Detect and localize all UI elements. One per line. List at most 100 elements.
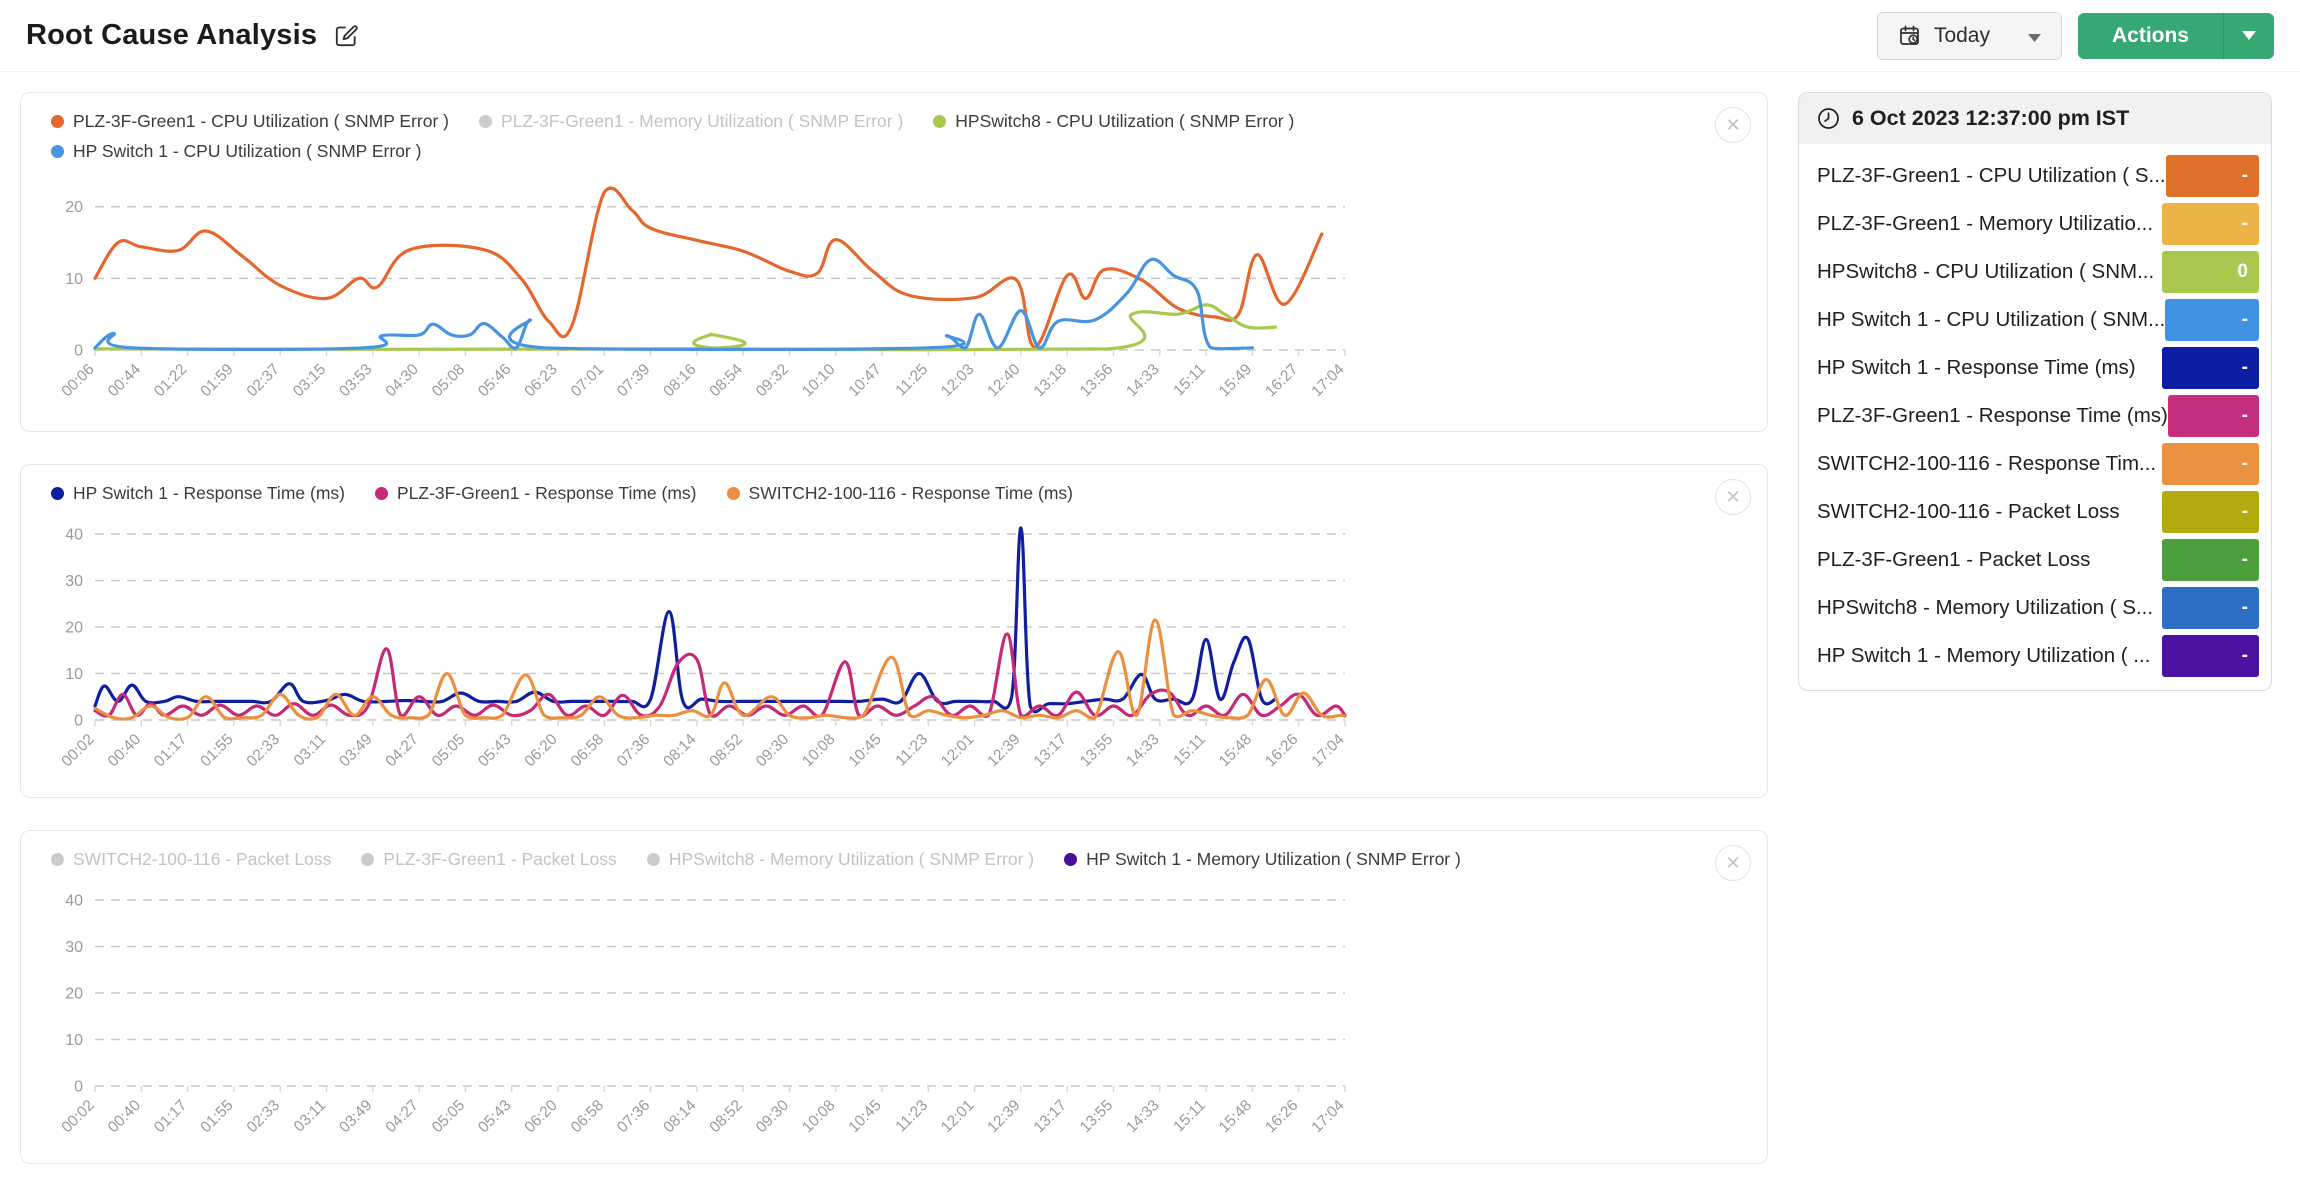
- chevron-down-icon: [2027, 24, 2041, 48]
- metric-value-badge: -: [2162, 491, 2259, 533]
- metric-row-label: SWITCH2-100-116 - Response Tim...: [1817, 452, 2157, 475]
- metric-value-badge: -: [2162, 635, 2259, 677]
- svg-text:20: 20: [65, 986, 83, 1003]
- chart-legend: SWITCH2-100-116 - Packet Loss PLZ-3F-Gree…: [51, 849, 1611, 870]
- svg-text:02:37: 02:37: [244, 361, 283, 400]
- svg-text:01:22: 01:22: [151, 361, 190, 400]
- actions-dropdown-caret[interactable]: [2223, 12, 2274, 59]
- charts-column: ✕ PLZ-3F-Green1 - CPU Utilization ( SNMP…: [20, 92, 1768, 1164]
- svg-text:10:10: 10:10: [799, 361, 839, 401]
- edit-title-icon[interactable]: [331, 21, 361, 51]
- main-content: ✕ PLZ-3F-Green1 - CPU Utilization ( SNMP…: [0, 72, 2300, 1164]
- svg-text:01:55: 01:55: [197, 731, 236, 770]
- svg-text:03:49: 03:49: [336, 731, 375, 770]
- metric-value-badge: -: [2165, 299, 2259, 341]
- svg-text:0: 0: [74, 713, 83, 730]
- svg-text:03:11: 03:11: [291, 1097, 330, 1136]
- legend-label: PLZ-3F-Green1 - CPU Utilization ( SNMP E…: [73, 111, 450, 131]
- svg-text:15:11: 15:11: [1170, 361, 1209, 400]
- metric-row[interactable]: HP Switch 1 - CPU Utilization ( SNM... -: [1817, 296, 2259, 344]
- metric-row[interactable]: HP Switch 1 - Memory Utilization ( ... -: [1817, 632, 2259, 680]
- time-range-label: Today: [1933, 23, 1990, 47]
- chart-svg-cpu-utilization[interactable]: 0 10 20 00:06 00:44 01:22 01:59 02:37 03:15 03:53…: [43, 168, 1373, 418]
- actions-button[interactable]: Actions: [2077, 12, 2274, 59]
- legend-item[interactable]: HP Switch 1 - Response Time (ms): [51, 483, 345, 504]
- page-title: Root Cause Analysis: [26, 19, 318, 51]
- legend-item[interactable]: HP Switch 1 - Memory Utilization ( SNMP …: [1064, 849, 1461, 870]
- svg-text:16:26: 16:26: [1262, 1097, 1301, 1136]
- legend-item[interactable]: HPSwitch8 - CPU Utilization ( SNMP Error…: [933, 111, 1294, 132]
- svg-text:07:39: 07:39: [614, 361, 653, 400]
- svg-text:10: 10: [65, 271, 83, 288]
- legend-item[interactable]: PLZ-3F-Green1 - Memory Utilization ( SNM…: [479, 111, 903, 132]
- svg-text:09:32: 09:32: [753, 361, 792, 400]
- svg-text:30: 30: [65, 573, 83, 590]
- svg-text:11:23: 11:23: [892, 1097, 931, 1136]
- svg-text:05:43: 05:43: [475, 1097, 514, 1136]
- legend-item[interactable]: SWITCH2-100-116 - Response Time (ms): [726, 483, 1073, 504]
- legend-item[interactable]: PLZ-3F-Green1 - Packet Loss: [361, 849, 617, 870]
- legend-item[interactable]: HPSwitch8 - Memory Utilization ( SNMP Er…: [646, 849, 1034, 870]
- svg-text:02:33: 02:33: [244, 731, 283, 770]
- chart-card-cpu-utilization: ✕ PLZ-3F-Green1 - CPU Utilization ( SNMP…: [20, 92, 1768, 432]
- metric-row[interactable]: SWITCH2-100-116 - Response Tim... -: [1817, 440, 2259, 488]
- legend-item[interactable]: SWITCH2-100-116 - Packet Loss: [51, 849, 331, 870]
- metric-row[interactable]: PLZ-3F-Green1 - CPU Utilization ( S... -: [1817, 152, 2259, 200]
- svg-text:13:55: 13:55: [1077, 731, 1116, 770]
- chart-legend: PLZ-3F-Green1 - CPU Utilization ( SNMP E…: [51, 111, 1611, 162]
- svg-text:08:14: 08:14: [660, 731, 700, 771]
- svg-text:09:30: 09:30: [753, 1097, 793, 1137]
- svg-text:10:08: 10:08: [799, 1097, 838, 1136]
- svg-text:13:56: 13:56: [1077, 361, 1116, 400]
- metric-row[interactable]: HP Switch 1 - Response Time (ms) -: [1817, 344, 2259, 392]
- svg-text:14:33: 14:33: [1123, 361, 1162, 400]
- metric-row[interactable]: PLZ-3F-Green1 - Memory Utilizatio... -: [1817, 200, 2259, 248]
- legend-label: SWITCH2-100-116 - Packet Loss: [73, 849, 332, 869]
- svg-text:06:20: 06:20: [521, 731, 561, 771]
- panel-timestamp-header: 6 Oct 2023 12:37:00 pm IST: [1799, 93, 2271, 144]
- metrics-side-panel: 6 Oct 2023 12:37:00 pm IST PLZ-3F-Green1…: [1798, 92, 2272, 691]
- svg-text:05:08: 05:08: [429, 361, 468, 400]
- metric-rows: PLZ-3F-Green1 - CPU Utilization ( S... - P…: [1799, 144, 2271, 690]
- metric-row[interactable]: PLZ-3F-Green1 - Packet Loss -: [1817, 536, 2259, 584]
- metric-row[interactable]: PLZ-3F-Green1 - Response Time (ms) -: [1817, 392, 2259, 440]
- metric-row[interactable]: SWITCH2-100-116 - Packet Loss -: [1817, 488, 2259, 536]
- legend-item[interactable]: PLZ-3F-Green1 - Response Time (ms): [374, 483, 697, 504]
- svg-text:00:02: 00:02: [58, 1097, 97, 1136]
- svg-text:10:45: 10:45: [845, 1097, 884, 1136]
- legend-dot-icon: [1064, 853, 1078, 866]
- svg-text:06:23: 06:23: [521, 361, 560, 400]
- close-chart-button[interactable]: ✕: [1715, 479, 1751, 515]
- close-chart-button[interactable]: ✕: [1715, 845, 1751, 881]
- close-chart-button[interactable]: ✕: [1715, 107, 1751, 143]
- metric-row[interactable]: HPSwitch8 - Memory Utilization ( S... -: [1817, 584, 2259, 632]
- legend-item[interactable]: PLZ-3F-Green1 - CPU Utilization ( SNMP E…: [51, 111, 449, 132]
- svg-text:13:17: 13:17: [1031, 731, 1070, 770]
- metric-row-label: PLZ-3F-Green1 - CPU Utilization ( S...: [1817, 164, 2166, 187]
- svg-text:01:59: 01:59: [197, 361, 236, 400]
- svg-text:06:20: 06:20: [521, 1097, 561, 1137]
- legend-label: PLZ-3F-Green1 - Packet Loss: [383, 849, 617, 869]
- panel-timestamp: 6 Oct 2023 12:37:00 pm IST: [1852, 106, 2130, 130]
- metric-row-label: HPSwitch8 - Memory Utilization ( S...: [1817, 596, 2154, 619]
- svg-text:02:33: 02:33: [244, 1097, 283, 1136]
- metric-value-badge: -: [2162, 443, 2259, 485]
- svg-text:12:39: 12:39: [984, 1097, 1023, 1136]
- metric-row[interactable]: HPSwitch8 - CPU Utilization ( SNM... 0: [1817, 248, 2259, 296]
- svg-text:05:05: 05:05: [429, 731, 468, 770]
- svg-text:15:11: 15:11: [1170, 1097, 1209, 1136]
- svg-text:08:14: 08:14: [660, 1097, 700, 1137]
- svg-text:08:16: 08:16: [660, 361, 699, 400]
- metric-value-badge: -: [2162, 203, 2259, 245]
- chart-legend: HP Switch 1 - Response Time (ms) PLZ-3F-G…: [51, 483, 1611, 504]
- svg-text:12:01: 12:01: [938, 731, 977, 770]
- metric-row-label: PLZ-3F-Green1 - Packet Loss: [1817, 548, 2091, 571]
- metric-value-badge: -: [2162, 587, 2259, 629]
- svg-text:17:04: 17:04: [1308, 1097, 1348, 1137]
- time-range-dropdown[interactable]: Today: [1876, 11, 2062, 60]
- svg-text:13:17: 13:17: [1031, 1097, 1070, 1136]
- svg-text:05:46: 05:46: [475, 361, 514, 400]
- legend-item[interactable]: HP Switch 1 - CPU Utilization ( SNMP Err…: [51, 141, 421, 162]
